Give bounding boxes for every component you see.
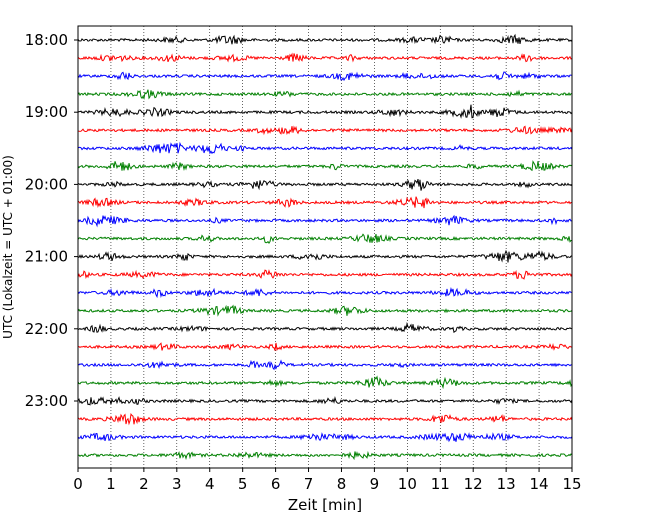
seismogram-trace [77, 33, 573, 45]
y-tick-label: 19:00 [25, 103, 68, 121]
seismogram-trace [77, 450, 573, 461]
seismogram-trace [77, 214, 573, 228]
x-axis-label: Zeit [min] [288, 496, 362, 514]
x-tick-label: 1 [106, 475, 116, 493]
seismogram-trace [77, 71, 573, 82]
x-tick-label: 4 [205, 475, 215, 493]
seismogram-trace [77, 269, 573, 280]
x-tick-label: 15 [562, 475, 581, 493]
x-tick-label: 12 [464, 475, 483, 493]
seismogram-trace [77, 125, 573, 136]
x-tick-label: 9 [370, 475, 380, 493]
y-tick-label: 23:00 [25, 392, 68, 410]
y-axis-label: UTC (Lokalzeit = UTC + 01:00) [1, 155, 15, 339]
seismogram-trace [77, 89, 573, 100]
seismogram-trace [77, 141, 573, 155]
x-tick-label: 0 [73, 475, 83, 493]
seismogram-trace [77, 304, 573, 317]
seismogram-trace [77, 432, 573, 443]
seismogram-trace [77, 286, 573, 299]
x-tick-label: 6 [271, 475, 281, 493]
x-tick-label: 11 [431, 475, 450, 493]
seismogram-trace [77, 104, 573, 119]
x-tick-label: 3 [172, 475, 182, 493]
seismogram-trace [77, 321, 573, 334]
y-tick-label: 21:00 [25, 248, 68, 266]
y-tick-label: 20:00 [25, 175, 68, 193]
x-axis-ticks: 0 1 2 3 4 5 6 7 8 9 10 11 12 13 14 15 [73, 468, 582, 493]
seismogram-trace [77, 249, 573, 263]
x-tick-label: 7 [304, 475, 314, 493]
y-tick-label: 22:00 [25, 320, 68, 338]
x-tick-label: 10 [398, 475, 417, 493]
y-tick-label: 18:00 [25, 31, 68, 49]
seismogram-trace [77, 178, 573, 191]
x-tick-label: 13 [497, 475, 516, 493]
seismogram-trace [77, 160, 573, 172]
y-axis-ticks: 18:00 19:00 20:00 21:00 22:00 23:00 [25, 31, 78, 410]
plot-frame [77, 25, 573, 469]
seismogram-trace [77, 233, 572, 245]
seismogram-trace [77, 52, 573, 63]
seismogram-trace [77, 359, 573, 371]
x-tick-label: 2 [139, 475, 149, 493]
seismogram-trace [77, 196, 573, 209]
seismogram-trace [77, 375, 573, 390]
seismogram-traces [77, 33, 573, 461]
seismogram-trace [77, 342, 573, 352]
x-tick-label: 14 [530, 475, 549, 493]
seismogram-trace [77, 412, 573, 426]
x-tick-label: 8 [337, 475, 347, 493]
x-tick-label: 5 [238, 475, 248, 493]
seismogram-trace [77, 396, 573, 406]
